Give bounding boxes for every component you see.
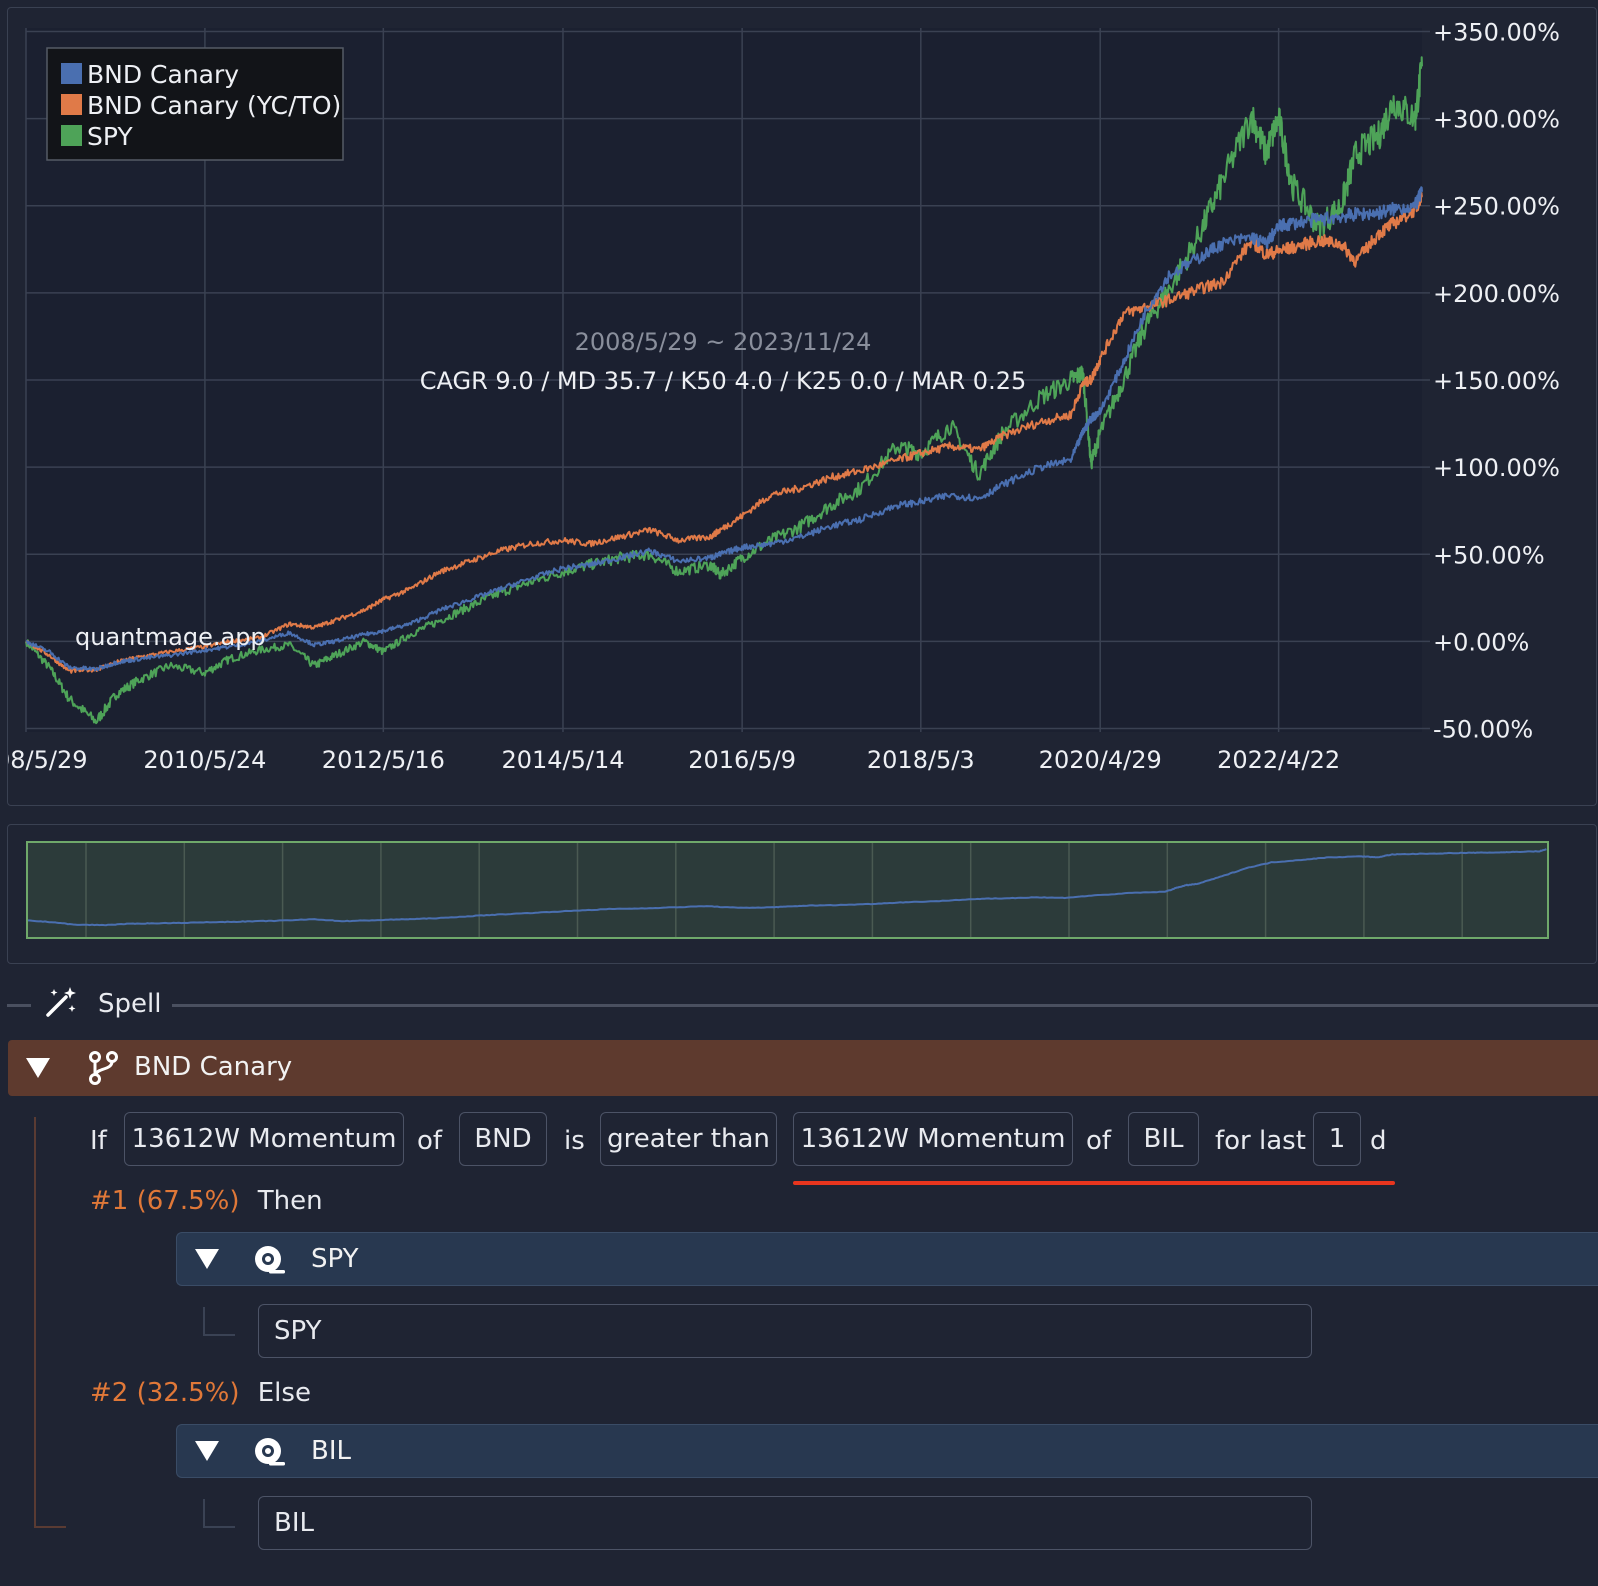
condition-row: If 13612W Momentum of BND is greater tha… <box>0 1112 1598 1170</box>
of-keyword-2: of <box>1086 1126 1112 1156</box>
legend-label-bnd-canary[interactable]: BND Canary <box>87 60 239 89</box>
legend-swatch-bnd-canary-yc-to <box>61 94 82 115</box>
branch-1-label: #1 (67.5%) Then <box>90 1186 323 1216</box>
days-unit: d <box>1370 1126 1387 1156</box>
range-navigator[interactable] <box>8 825 1596 963</box>
legend-label-spy[interactable]: SPY <box>87 122 133 151</box>
y-axis: +350.00% +300.00% +250.00% +200.00% +150.00%… <box>1433 18 1560 743</box>
x-tick-label: 2014/5/14 <box>501 746 624 774</box>
stats-summary: CAGR 9.0 / MD 35.7 / K50 4.0 / K25 0.0 /… <box>420 367 1026 395</box>
branch-1-weight: #1 (67.5%) <box>90 1186 240 1216</box>
coin-icon <box>255 1246 285 1274</box>
divider-line-left <box>7 1004 31 1007</box>
series-line-2 <box>25 56 1423 725</box>
range-navigator-panel <box>7 824 1597 964</box>
legend[interactable]: BND Canary BND Canary (YC/TO) SPY <box>46 47 344 161</box>
right-asset-input[interactable]: BIL <box>1128 1112 1199 1166</box>
right-indicator-select[interactable]: 13612W Momentum <box>793 1112 1073 1166</box>
magic-wand-icon <box>46 987 76 1017</box>
coin-icon <box>255 1438 285 1466</box>
is-keyword: is <box>564 1126 585 1156</box>
navigator-selection[interactable] <box>26 841 1549 939</box>
sub-connector <box>203 1307 205 1335</box>
performance-chart[interactable]: +350.00% +300.00% +250.00% +200.00% +150.00%… <box>0 8 1596 805</box>
legend-label-bnd-canary-yc-to[interactable]: BND Canary (YC/TO) <box>87 91 341 120</box>
y-tick-label: +200.00% <box>1433 280 1560 308</box>
git-branch-icon <box>89 1051 118 1085</box>
x-tick-label: 2018/5/3 <box>867 746 975 774</box>
then-keyword: Then <box>257 1186 323 1216</box>
error-underline <box>793 1181 1395 1185</box>
y-tick-label: +300.00% <box>1433 106 1560 134</box>
for-last-keyword: for last <box>1215 1126 1306 1156</box>
asset-header-bil[interactable]: BIL <box>176 1424 1598 1478</box>
asset-header-title: SPY <box>311 1244 359 1274</box>
series-line-1 <box>25 192 1423 674</box>
tree-connector <box>34 1117 36 1527</box>
asset-header-title: BIL <box>311 1436 351 1466</box>
spell-label: Spell <box>98 989 162 1019</box>
legend-swatch-bnd-canary <box>61 63 82 84</box>
x-tick-label: 2008/5/29 <box>8 746 88 774</box>
ticker-input-bil[interactable]: BIL <box>258 1496 1312 1550</box>
y-tick-label: +50.00% <box>1433 541 1545 569</box>
date-range-subtitle: 2008/5/29 ~ 2023/11/24 <box>575 328 872 356</box>
if-keyword: If <box>90 1126 107 1156</box>
y-tick-label: +0.00% <box>1433 628 1529 656</box>
sub-connector-h <box>203 1526 235 1528</box>
group-title: BND Canary <box>134 1052 293 1082</box>
divider-line-right <box>172 1004 1598 1007</box>
watermark: quantmage.app <box>75 623 266 651</box>
y-tick-label: +350.00% <box>1433 18 1560 46</box>
legend-box <box>46 47 344 161</box>
collapse-caret-icon[interactable] <box>195 1441 219 1461</box>
left-indicator-select[interactable]: 13612W Momentum <box>124 1112 404 1166</box>
group-header-bnd-canary[interactable]: BND Canary <box>8 1040 1598 1096</box>
legend-swatch-spy <box>61 125 82 146</box>
series-line-0 <box>25 186 1423 672</box>
y-tick-label: +250.00% <box>1433 193 1560 221</box>
branch-2-weight: #2 (32.5%) <box>90 1378 240 1408</box>
y-tick-label: +100.00% <box>1433 454 1560 482</box>
x-tick-label: 2020/4/29 <box>1039 746 1162 774</box>
x-axis: 2008/5/29 2010/5/24 2012/5/16 2014/5/14 2016… <box>0 746 1340 774</box>
comparator-select[interactable]: greater than <box>600 1112 777 1166</box>
collapse-caret-icon[interactable] <box>195 1249 219 1269</box>
x-tick-label: 2010/5/24 <box>143 746 266 774</box>
ticker-input-spy[interactable]: SPY <box>258 1304 1312 1358</box>
tree-connector-end <box>34 1526 66 1528</box>
series-layer <box>25 56 1423 725</box>
y-tick-label: +150.00% <box>1433 367 1560 395</box>
asset-header-spy[interactable]: SPY <box>176 1232 1598 1286</box>
navigator-line <box>27 848 1547 927</box>
days-input[interactable]: 1 <box>1313 1112 1361 1166</box>
of-keyword: of <box>417 1126 443 1156</box>
chart-panel: +350.00% +300.00% +250.00% +200.00% +150.00%… <box>0 7 1597 806</box>
x-tick-label: 2016/5/9 <box>688 746 796 774</box>
x-tick-label: 2012/5/16 <box>322 746 445 774</box>
else-keyword: Else <box>257 1378 311 1408</box>
collapse-caret-icon[interactable] <box>26 1058 50 1078</box>
spell-divider: Spell <box>0 980 1598 1024</box>
sub-connector <box>203 1499 205 1527</box>
sub-connector-h <box>203 1334 235 1336</box>
x-tick-label: 2022/4/22 <box>1217 746 1340 774</box>
y-tick-label: -50.00% <box>1433 716 1533 744</box>
left-asset-input[interactable]: BND <box>459 1112 547 1166</box>
branch-2-label: #2 (32.5%) Else <box>90 1378 311 1408</box>
